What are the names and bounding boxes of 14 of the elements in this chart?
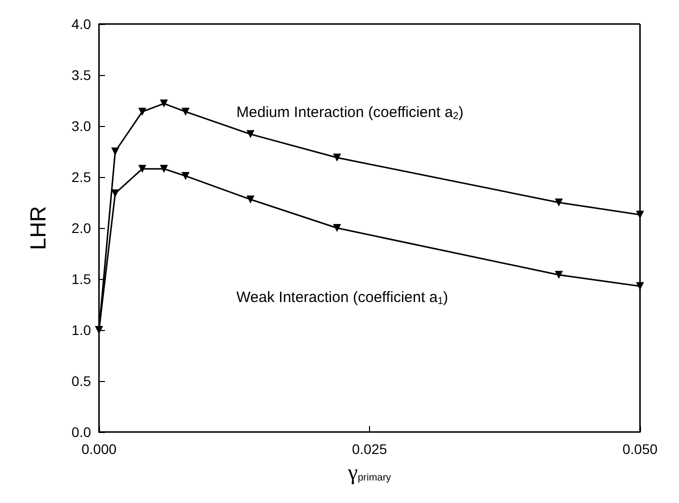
y-tick-label: 1.0 xyxy=(72,322,92,338)
y-tick-label: 1.5 xyxy=(72,271,92,287)
y-tick-label: 3.5 xyxy=(72,67,92,83)
y-tick-label: 2.5 xyxy=(72,169,92,185)
x-axis-title: γprimary xyxy=(346,459,392,484)
y-tick-label: 2.0 xyxy=(72,220,92,236)
x-tick-label: 0.025 xyxy=(352,441,388,457)
y-axis-title: LHR xyxy=(26,206,50,250)
y-tick-label: 4.0 xyxy=(72,16,92,32)
y-tick-label: 0.0 xyxy=(72,424,92,440)
y-tick-label: 0.5 xyxy=(72,373,92,389)
x-tick-label: 0.000 xyxy=(81,441,117,457)
y-tick-label: 3.0 xyxy=(72,118,92,134)
x-tick-label: 0.050 xyxy=(622,441,658,457)
